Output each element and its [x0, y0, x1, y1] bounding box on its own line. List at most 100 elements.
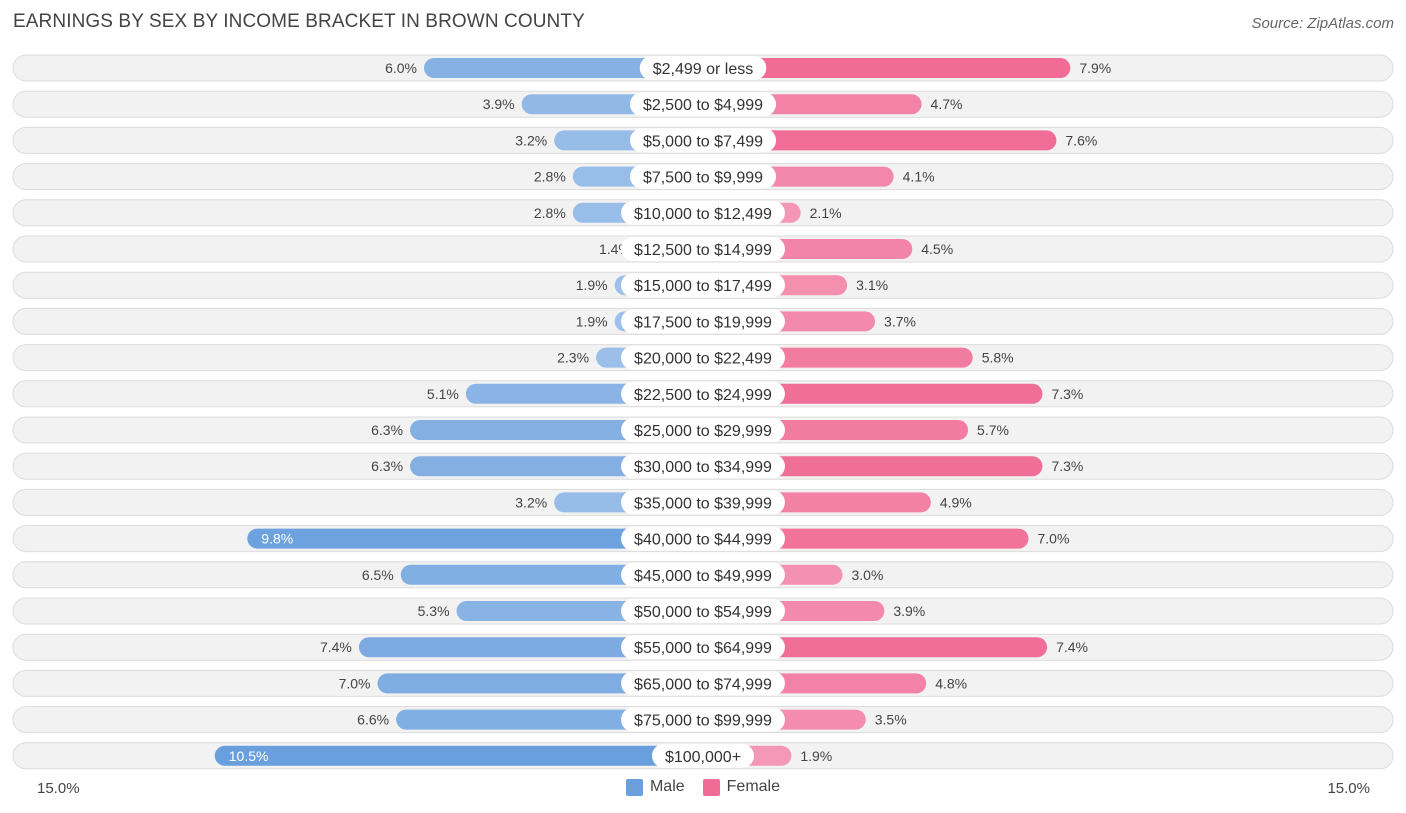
category-pill: [621, 490, 785, 515]
male-value-label: 7.4%: [320, 639, 352, 655]
axis-left-label: 15.0%: [37, 780, 80, 797]
category-label: $10,000 to $12,499: [634, 206, 772, 223]
female-value-label: 7.3%: [1051, 386, 1083, 402]
male-value-label: 6.0%: [385, 60, 417, 76]
legend-label-male: Male: [649, 778, 685, 795]
female-value-label: 3.7%: [884, 313, 916, 329]
category-pill: [621, 200, 785, 225]
male-value-label: 3.2%: [515, 494, 547, 510]
category-label: $17,500 to $19,999: [634, 314, 772, 331]
male-bar: [214, 745, 703, 766]
female-value-label: 7.0%: [1038, 531, 1070, 547]
category-label: $50,000 to $54,999: [634, 604, 772, 621]
legend-swatch-female: [702, 778, 720, 796]
category-pill: [629, 164, 777, 189]
female-value-label: 7.9%: [1079, 60, 1111, 76]
female-value-label: 7.3%: [1051, 458, 1083, 474]
female-value-label: 4.5%: [921, 241, 953, 257]
legend: Male Female: [0, 778, 1406, 796]
category-label: $40,000 to $44,999: [634, 532, 772, 549]
male-value-label: 2.3%: [557, 350, 589, 366]
female-bar: [703, 456, 1043, 477]
male-bar: [247, 528, 704, 549]
male-bar: [424, 58, 703, 78]
female-value-label: 7.6%: [1065, 132, 1097, 148]
category-pill: [621, 418, 785, 442]
category-pill: [621, 237, 785, 261]
female-value-label: 2.1%: [810, 205, 842, 221]
category-label: $65,000 to $74,999: [634, 676, 772, 693]
category-pill: [621, 526, 785, 551]
category-label: $12,500 to $14,999: [634, 242, 772, 259]
male-value-label: 1.9%: [576, 313, 608, 329]
category-pill: [629, 128, 777, 153]
category-pill: [621, 273, 785, 298]
female-value-label: 4.8%: [935, 675, 967, 691]
category-label: $100,000+: [665, 749, 741, 766]
category-pill: [651, 743, 755, 768]
female-bar: [703, 528, 1029, 549]
category-label: $7,500 to $9,999: [643, 170, 763, 187]
axis-right-label: 15.0%: [1327, 780, 1370, 797]
category-pill: [621, 345, 785, 370]
female-value-label: 4.7%: [931, 96, 963, 112]
male-value-label: 10.5%: [229, 748, 269, 764]
category-pill: [621, 454, 785, 479]
female-value-label: 1.9%: [800, 748, 832, 764]
category-label: $15,000 to $17,499: [634, 278, 772, 295]
category-label: $35,000 to $39,999: [634, 495, 772, 512]
category-label: $2,500 to $4,999: [643, 97, 763, 114]
male-value-label: 2.8%: [534, 205, 566, 221]
male-value-label: 7.0%: [339, 675, 371, 691]
chart-title: EARNINGS BY SEX BY INCOME BRACKET IN BRO…: [13, 11, 585, 32]
category-pill: [621, 671, 785, 696]
source-label: Source: ZipAtlas.com: [1251, 15, 1394, 32]
category-pill: [621, 381, 785, 406]
male-value-label: 6.3%: [371, 458, 403, 474]
category-label: $25,000 to $29,999: [634, 423, 772, 440]
legend-label-female: Female: [726, 778, 781, 795]
male-value-label: 6.5%: [362, 567, 394, 583]
male-value-label: 2.8%: [534, 169, 566, 185]
category-pill: [639, 56, 767, 80]
category-pill: [621, 562, 785, 587]
female-value-label: 4.1%: [903, 169, 935, 185]
male-bar: [358, 637, 703, 658]
category-label: $45,000 to $49,999: [634, 568, 772, 585]
category-label: $30,000 to $34,999: [634, 459, 772, 476]
category-label: $2,499 or less: [653, 61, 754, 78]
category-label: $5,000 to $7,499: [643, 133, 763, 150]
male-bar: [377, 673, 703, 694]
category-pill: [621, 309, 785, 334]
legend-item-male[interactable]: Male: [625, 778, 685, 796]
female-value-label: 3.0%: [852, 567, 884, 583]
category-label: $22,500 to $24,999: [634, 387, 772, 404]
female-bar: [703, 383, 1043, 404]
male-value-label: 5.1%: [427, 386, 459, 402]
female-value-label: 3.5%: [875, 712, 907, 728]
category-pill: [621, 635, 785, 660]
female-value-label: 3.9%: [893, 603, 925, 619]
category-pill: [629, 92, 777, 117]
female-bar: [703, 637, 1048, 658]
female-value-label: 5.8%: [982, 350, 1014, 366]
category-label: $75,000 to $99,999: [634, 713, 772, 730]
legend-item-female[interactable]: Female: [702, 778, 781, 796]
female-value-label: 4.9%: [940, 494, 972, 510]
male-value-label: 3.2%: [515, 132, 547, 148]
category-label: $55,000 to $64,999: [634, 640, 772, 657]
legend-swatch-male: [625, 778, 643, 796]
female-value-label: 5.7%: [977, 422, 1009, 438]
female-value-label: 3.1%: [856, 277, 888, 293]
male-value-label: 5.3%: [418, 603, 450, 619]
category-pill: [621, 599, 785, 623]
category-pill: [621, 707, 785, 732]
male-value-label: 6.6%: [357, 712, 389, 728]
male-value-label: 3.9%: [483, 96, 515, 112]
female-bar: [703, 58, 1071, 78]
male-value-label: 1.9%: [576, 277, 608, 293]
female-bar: [703, 130, 1057, 151]
male-value-label: 6.3%: [371, 422, 403, 438]
male-value-label: 9.8%: [261, 531, 293, 547]
